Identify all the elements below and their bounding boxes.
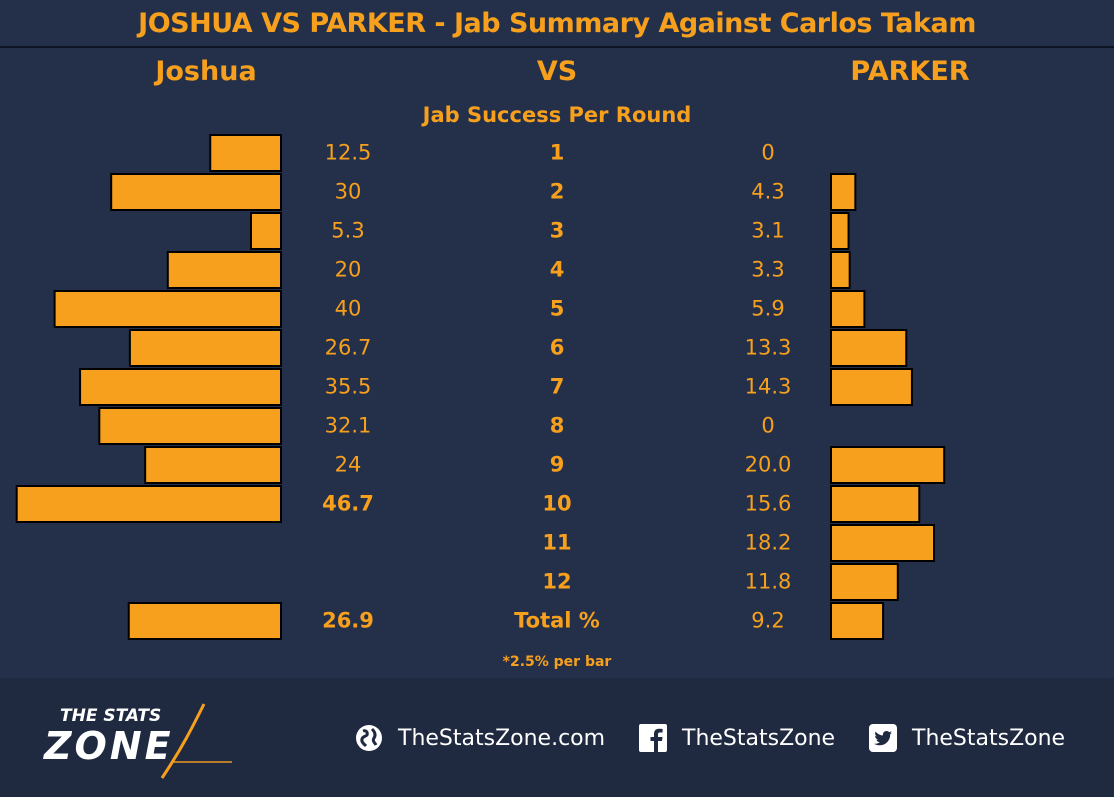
joshua-bar [144, 446, 282, 484]
joshua-bar [209, 134, 282, 172]
joshua-value-label: 40 [335, 297, 362, 321]
parker-value-label: 3.3 [751, 258, 784, 282]
joshua-bar [166, 251, 282, 289]
joshua-bar [128, 329, 282, 367]
parker-bar [830, 173, 857, 211]
parker-bar [830, 368, 913, 406]
joshua-bar [15, 485, 282, 523]
parker-bar [830, 290, 866, 328]
logo-text-top: THE STATS [60, 706, 162, 726]
globe-icon [354, 723, 384, 753]
round-label: 2 [550, 180, 565, 204]
round-label: 4 [550, 258, 565, 282]
facebook-icon [638, 723, 668, 753]
parker-value-label: 0 [761, 414, 774, 438]
parker-bar [830, 563, 899, 601]
parker-value-label: 4.3 [751, 180, 784, 204]
logo-text-zone: ZONE [44, 724, 174, 768]
parker-bar [830, 524, 936, 562]
joshua-bar [79, 368, 282, 406]
twitter-link[interactable]: TheStatsZone [868, 720, 1065, 756]
parker-bar [830, 329, 908, 367]
parker-value-label: 5.9 [751, 297, 784, 321]
joshua-value-label: 30 [335, 180, 362, 204]
joshua-bar [250, 212, 282, 250]
website-link[interactable]: TheStatsZone.com [354, 720, 605, 756]
parker-value-label: 15.6 [745, 492, 792, 516]
website-label: TheStatsZone.com [398, 725, 606, 751]
joshua-value-label: 12.5 [325, 141, 372, 165]
round-label: 6 [550, 336, 565, 360]
parker-header: PARKER [850, 56, 970, 87]
facebook-link[interactable]: TheStatsZone [638, 720, 835, 756]
chart-title: JOSHUA VS PARKER - Jab Summary Against C… [138, 7, 976, 39]
joshua-bar [127, 602, 282, 640]
logo-swoosh-icon [160, 703, 232, 779]
parker-value-label: 3.1 [751, 219, 784, 243]
round-label: 7 [550, 375, 565, 399]
round-label: 12 [542, 570, 571, 594]
parker-value-label: 18.2 [745, 531, 792, 555]
twitter-icon [868, 723, 898, 753]
parker-bar [830, 602, 885, 640]
facebook-label: TheStatsZone [682, 725, 836, 751]
parker-bar [830, 251, 851, 289]
round-label: 5 [550, 297, 565, 321]
chart-subtitle: Jab Success Per Round [422, 103, 692, 127]
joshua-bar [98, 407, 283, 445]
parker-value-label: 0 [761, 141, 774, 165]
round-label: 9 [550, 453, 565, 477]
round-label: 3 [550, 219, 565, 243]
parker-value-label: 11.8 [745, 570, 792, 594]
title-bar: JOSHUA VS PARKER - Jab Summary Against C… [0, 0, 1114, 48]
round-label: Total % [514, 609, 600, 633]
vs-header: VS [536, 56, 578, 87]
parker-value-label: 20.0 [745, 453, 792, 477]
joshua-value-label: 20 [335, 258, 362, 282]
stats-zone-logo: THE STATS ZONE [42, 700, 242, 780]
joshua-value-label: 32.1 [325, 414, 372, 438]
round-label: 11 [542, 531, 571, 555]
joshua-header: Joshua [155, 56, 257, 87]
parker-value-label: 13.3 [745, 336, 792, 360]
parker-bar [830, 485, 921, 523]
joshua-value-label: 5.3 [331, 219, 364, 243]
parker-bar [830, 212, 850, 250]
bar-scale-footnote: *2.5% per bar [502, 654, 612, 670]
round-label: 10 [542, 492, 571, 516]
parker-bar [830, 446, 946, 484]
round-label: 1 [550, 141, 565, 165]
butterfly-bar-chart: 12.5 1 030 2 4.35.3 3 3.120 4 3.340 5 5.926.7 6 13.3… [15, 134, 946, 640]
joshua-value-label: 26.7 [325, 336, 372, 360]
joshua-bar [53, 290, 282, 328]
twitter-label: TheStatsZone [912, 725, 1066, 751]
parker-value-label: 14.3 [745, 375, 792, 399]
joshua-value-label: 46.7 [322, 492, 374, 516]
round-label: 8 [550, 414, 565, 438]
joshua-value-label: 26.9 [322, 609, 374, 633]
joshua-value-label: 35.5 [325, 375, 372, 399]
parker-value-label: 9.2 [751, 609, 784, 633]
joshua-value-label: 24 [335, 453, 362, 477]
joshua-bar [110, 173, 282, 211]
